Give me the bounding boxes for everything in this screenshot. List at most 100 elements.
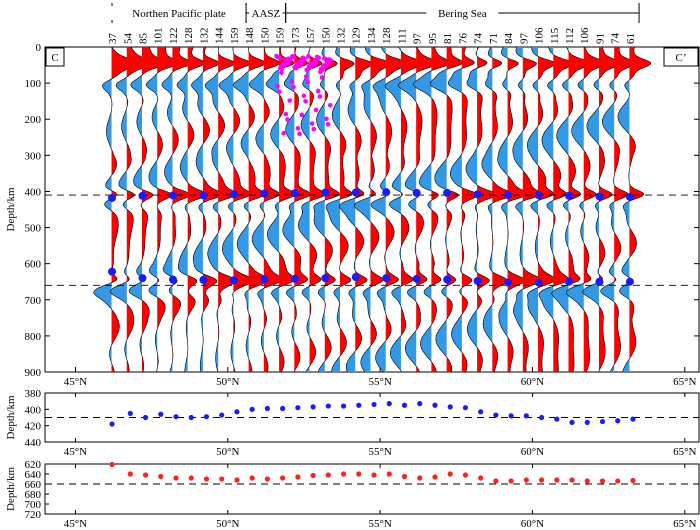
d660-point xyxy=(138,274,147,283)
trace-25 xyxy=(481,46,514,373)
trace-negative-fill xyxy=(538,47,554,372)
trace-count-label: 85 xyxy=(137,33,149,45)
y-tick-label: 440 xyxy=(25,437,42,449)
d660-point xyxy=(504,278,513,287)
trace-negative-fill xyxy=(266,47,280,372)
trace-count-label: 84 xyxy=(503,33,515,45)
trace-positive-fill xyxy=(370,47,391,372)
data-point xyxy=(371,401,377,408)
trace-count-label: 159 xyxy=(275,27,287,44)
data-point xyxy=(295,474,301,480)
trace-4 xyxy=(161,46,193,373)
d660-point xyxy=(351,273,360,282)
d660-point xyxy=(321,274,330,283)
corner-label-left: C xyxy=(51,52,58,64)
earthquake-dot xyxy=(303,99,308,104)
trace-count-label: 157 xyxy=(305,27,317,44)
data-point xyxy=(219,412,225,418)
earthquake-dot xyxy=(319,75,325,80)
trace-count-label: 37 xyxy=(107,33,119,45)
earthquake-dot xyxy=(293,65,299,71)
data-point xyxy=(264,405,270,412)
earthquake-dot xyxy=(307,60,313,66)
d660-point xyxy=(168,275,177,284)
d660-point xyxy=(473,277,482,285)
trace-negative-fill xyxy=(466,47,478,372)
x-tick-label: 50°N xyxy=(216,446,239,458)
data-point xyxy=(386,401,392,407)
trace-negative-fill xyxy=(219,47,234,372)
d660-point xyxy=(290,274,299,283)
trace-count-label: 112 xyxy=(564,28,576,44)
trace-7 xyxy=(204,46,238,373)
trace-count-label: 101 xyxy=(153,28,165,45)
trace-line xyxy=(551,46,591,373)
data-point xyxy=(523,413,529,419)
trace-negative-fill xyxy=(617,47,630,372)
trace-negative-fill xyxy=(430,47,447,372)
y-tick-label: 620 xyxy=(25,459,42,471)
d660-point xyxy=(229,276,238,285)
trace-positive-fill xyxy=(553,47,574,372)
trace-line xyxy=(128,46,168,373)
earthquake-dot xyxy=(305,79,311,85)
data-point xyxy=(554,416,560,422)
y-tick-label: 300 xyxy=(25,150,42,162)
region-label: Bering Sea xyxy=(438,8,487,20)
d410-point xyxy=(443,188,452,197)
trace-count-label: 144 xyxy=(214,27,226,44)
trace-count-label: 115 xyxy=(549,27,561,44)
trace-13 xyxy=(297,46,327,373)
trace-line xyxy=(110,46,155,373)
trace-count-label: 134 xyxy=(366,27,378,44)
trace-count-label: 81 xyxy=(442,33,454,44)
x-tick-label: 65°N xyxy=(673,446,696,458)
trace-31 xyxy=(565,46,607,373)
trace-line xyxy=(398,46,440,373)
x-tick-label: 50°N xyxy=(216,518,239,530)
earthquake-dot xyxy=(299,112,305,118)
trace-line xyxy=(413,46,452,373)
trace-count-label: 54 xyxy=(122,33,134,45)
data-point xyxy=(188,475,194,481)
trace-count-label: 97 xyxy=(518,33,530,45)
data-point xyxy=(142,472,149,478)
trace-17 xyxy=(353,46,392,373)
corner-label-right: C’ xyxy=(676,52,687,64)
trace-line xyxy=(497,46,528,373)
trace-positive-fill xyxy=(157,47,180,372)
y-tick-label: 400 xyxy=(25,186,42,198)
d660-point xyxy=(443,275,452,284)
earthquake-dot xyxy=(285,60,291,66)
d410-depth-panel: 380 400 420 440 Depth/km 45°N 50°N 55°N 60°N 65°N xyxy=(5,388,700,458)
trace-line xyxy=(384,46,425,373)
data-point xyxy=(462,405,469,411)
trace-negative-fill xyxy=(93,47,112,372)
x-tick-label: 55°N xyxy=(368,518,391,530)
trace-count-label: 150 xyxy=(320,27,332,44)
earthquake-dot xyxy=(281,63,287,68)
d410-point xyxy=(351,188,360,197)
y-tick-label: 380 xyxy=(25,388,42,400)
trace-1 xyxy=(110,46,155,373)
trace-count-label: 76 xyxy=(457,33,469,45)
data-point xyxy=(356,402,362,408)
trace-count-label: 122 xyxy=(168,28,180,45)
trace-count-label: 106 xyxy=(534,27,546,44)
trace-negative-fill xyxy=(146,47,158,372)
trace-count-label: 61 xyxy=(625,33,637,44)
earthquake-dot xyxy=(306,54,311,59)
earthquake-dot xyxy=(318,69,323,75)
d410-point xyxy=(473,190,482,199)
trace-line xyxy=(176,46,208,373)
data-point xyxy=(417,401,423,407)
trace-count-label: 148 xyxy=(244,27,256,44)
earthquake-dot xyxy=(279,66,285,72)
data-point xyxy=(386,471,392,477)
trace-line xyxy=(617,46,652,373)
trace-positive-fill xyxy=(431,47,452,372)
trace-negative-fill xyxy=(582,47,599,372)
trace-positive-fill xyxy=(172,47,192,372)
